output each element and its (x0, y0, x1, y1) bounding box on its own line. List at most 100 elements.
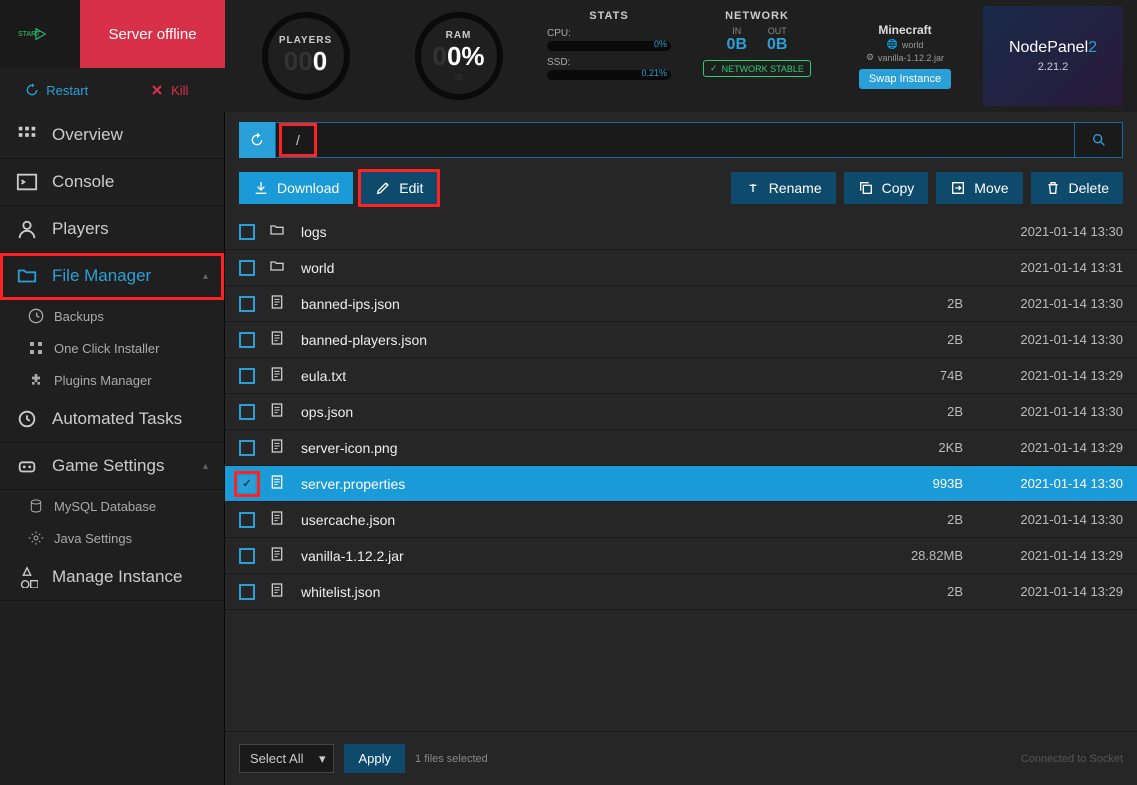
players-gauge: PLAYERS 000 (233, 6, 378, 106)
file-row[interactable]: vanilla-1.12.2.jar28.82MB2021-01-14 13:2… (225, 538, 1137, 574)
search-button[interactable] (1075, 122, 1123, 158)
file-checkbox[interactable] (239, 296, 255, 312)
server-status: Server offline (80, 0, 225, 68)
file-checkbox[interactable] (239, 512, 255, 528)
file-icon (269, 330, 289, 349)
file-size: 2B (863, 512, 963, 527)
nav-mysql[interactable]: MySQL Database (0, 490, 224, 522)
file-row[interactable]: server.properties993B2021-01-14 13:30 (225, 466, 1137, 502)
delete-button[interactable]: Delete (1031, 172, 1123, 204)
file-checkbox[interactable] (239, 548, 255, 564)
file-size: 2B (863, 332, 963, 347)
file-checkbox[interactable] (239, 332, 255, 348)
file-date: 2021-01-14 13:30 (963, 476, 1123, 491)
chevron-icon: ▴ (203, 271, 208, 282)
file-icon (269, 474, 289, 493)
file-checkbox[interactable] (239, 224, 255, 240)
file-checkbox[interactable] (239, 476, 255, 492)
file-checkbox[interactable] (239, 404, 255, 420)
file-row[interactable]: whitelist.json2B2021-01-14 13:29 (225, 574, 1137, 610)
file-icon (269, 546, 289, 565)
file-name: logs (301, 224, 863, 240)
file-date: 2021-01-14 13:30 (963, 332, 1123, 347)
edit-button[interactable]: Edit (361, 172, 437, 204)
file-size: 28.82MB (863, 548, 963, 563)
file-icon (269, 294, 289, 313)
file-name: whitelist.json (301, 584, 863, 600)
file-size: 2B (863, 404, 963, 419)
apply-button[interactable]: Apply (344, 744, 405, 773)
file-name: usercache.json (301, 512, 863, 528)
file-icon (269, 366, 289, 385)
swap-instance-button[interactable]: Swap Instance (859, 69, 951, 89)
path-input[interactable]: / (275, 122, 1075, 158)
copy-button[interactable]: Copy (844, 172, 929, 204)
file-icon (269, 438, 289, 457)
file-date: 2021-01-14 13:29 (963, 548, 1123, 563)
select-all-dropdown[interactable]: Select All (239, 744, 334, 773)
rename-button[interactable]: Rename (731, 172, 836, 204)
nav-one-click[interactable]: One Click Installer (0, 332, 224, 364)
file-date: 2021-01-14 13:30 (963, 512, 1123, 527)
file-row[interactable]: ops.json2B2021-01-14 13:30 (225, 394, 1137, 430)
file-size: 2B (863, 296, 963, 311)
file-name: server-icon.png (301, 440, 863, 456)
file-row[interactable]: eula.txt74B2021-01-14 13:29 (225, 358, 1137, 394)
nav-plugins[interactable]: Plugins Manager (0, 364, 224, 396)
file-date: 2021-01-14 13:30 (963, 404, 1123, 419)
files-selected-label: 1 files selected (415, 753, 488, 765)
ram-gauge: RAM 00% 0B (386, 6, 531, 106)
file-row[interactable]: banned-ips.json2B2021-01-14 13:30 (225, 286, 1137, 322)
file-name: world (301, 260, 863, 276)
file-date: 2021-01-14 13:31 (963, 260, 1123, 275)
move-button[interactable]: Move (936, 172, 1022, 204)
network-block: NETWORK IN0B OUT0B ✓ NETWORK STABLE (687, 6, 827, 106)
nav-automated-tasks[interactable]: Automated Tasks (0, 396, 224, 443)
file-icon (269, 402, 289, 421)
nav-manage-instance[interactable]: Manage Instance (0, 554, 224, 601)
file-name: vanilla-1.12.2.jar (301, 548, 863, 564)
nav-players[interactable]: Players (0, 206, 224, 253)
stats-block: STATS CPU: 0% SSD: 0.21% (539, 6, 679, 106)
nav-game-settings[interactable]: Game Settings ▴ (0, 443, 224, 490)
restart-button[interactable]: Restart (0, 68, 113, 112)
file-checkbox[interactable] (239, 440, 255, 456)
nav-overview[interactable]: Overview (0, 112, 224, 159)
network-stable-badge: ✓ NETWORK STABLE (703, 60, 811, 77)
file-date: 2021-01-14 13:30 (963, 224, 1123, 239)
chevron-icon: ▴ (203, 461, 208, 472)
file-date: 2021-01-14 13:29 (963, 584, 1123, 599)
file-row[interactable]: usercache.json2B2021-01-14 13:30 (225, 502, 1137, 538)
file-icon (269, 510, 289, 529)
file-date: 2021-01-14 13:30 (963, 296, 1123, 311)
file-icon (269, 582, 289, 601)
file-checkbox[interactable] (239, 584, 255, 600)
download-button[interactable]: Download (239, 172, 353, 204)
start-button[interactable]: START (0, 0, 80, 68)
socket-status: Connected to Socket (1021, 753, 1123, 765)
file-name: eula.txt (301, 368, 863, 384)
file-name: banned-ips.json (301, 296, 863, 312)
nav-backups[interactable]: Backups (0, 300, 224, 332)
file-row[interactable]: banned-players.json2B2021-01-14 13:30 (225, 322, 1137, 358)
folder-icon (269, 258, 289, 277)
file-row[interactable]: logs 2021-01-14 13:30 (225, 214, 1137, 250)
file-checkbox[interactable] (239, 260, 255, 276)
refresh-button[interactable] (239, 122, 275, 158)
file-size: 2B (863, 584, 963, 599)
sidebar: Overview Console Players File Manager ▴ … (0, 112, 225, 785)
kill-button[interactable]: Kill (113, 68, 226, 112)
nodepanel-block: NodePanel2 2.21.2 (983, 6, 1123, 106)
file-row[interactable]: world 2021-01-14 13:31 (225, 250, 1137, 286)
file-list: logs 2021-01-14 13:30 world 2021-01-14 13:3… (225, 214, 1137, 731)
file-row[interactable]: server-icon.png2KB2021-01-14 13:29 (225, 430, 1137, 466)
file-size: 74B (863, 368, 963, 383)
folder-icon (269, 222, 289, 241)
nav-console[interactable]: Console (0, 159, 224, 206)
file-name: banned-players.json (301, 332, 863, 348)
nav-java[interactable]: Java Settings (0, 522, 224, 554)
file-checkbox[interactable] (239, 368, 255, 384)
file-name: server.properties (301, 476, 863, 492)
file-date: 2021-01-14 13:29 (963, 368, 1123, 383)
nav-file-manager[interactable]: File Manager ▴ (0, 253, 224, 300)
